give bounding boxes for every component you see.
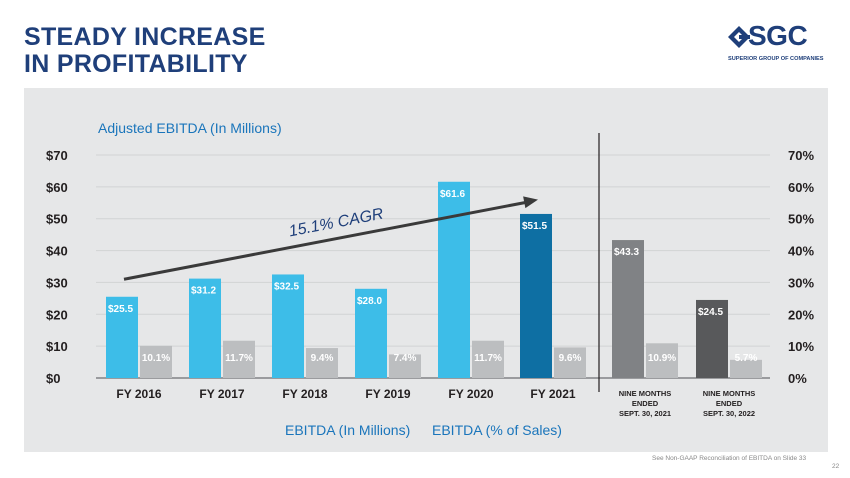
bar-ebitda-percent [730,359,762,378]
chart-title: Adjusted EBITDA (In Millions) [98,120,282,136]
bar-ebitda-millions [272,274,304,378]
cagr-arrow-head [523,196,538,209]
y-left-tick-label: $60 [46,180,68,195]
bar-value-label: $43.3 [614,247,639,258]
y-left-tick-label: $20 [46,307,68,322]
bar-percent-label: 11.7% [474,353,502,364]
y-left-tick-label: $0 [46,371,60,386]
bar-ebitda-millions [355,288,387,378]
y-right-tick-label: 0% [788,371,807,386]
logo-diamond-icon [728,26,750,48]
y-right-tick-label: 40% [788,244,814,259]
bar-value-label: $51.5 [522,221,547,232]
y-right-tick-label: 50% [788,212,814,227]
x-category-label: NINE MONTHS [619,389,672,398]
y-left-tick-label: $10 [46,339,68,354]
x-category-label: ENDED [716,399,743,408]
page-number: 22 [832,463,840,470]
y-right-tick-label: 70% [788,148,814,163]
bar-ebitda-percent [389,354,421,378]
bar-value-label: $25.5 [108,304,133,315]
title-line-1: STEADY INCREASE [24,23,266,51]
cagr-annotation: 15.1% CAGR [287,206,385,241]
x-category-label: SEPT. 30, 2022 [703,409,755,418]
bar-percent-label: 9.4% [311,353,334,364]
bar-ebitda-percent [554,347,586,378]
bar-ebitda-millions [438,181,470,378]
bar-value-label: $24.5 [698,307,723,318]
x-category-label: FY 2017 [199,387,244,401]
cagr-arrow-line [123,200,531,281]
bar-ebitda-millions [189,278,221,378]
bar-ebitda-millions [612,240,644,378]
bar-ebitda-percent [646,343,678,378]
bar-percent-label: 10.9% [648,353,676,364]
x-category-label: FY 2016 [116,387,161,401]
bar-percent-label: 10.1% [142,353,170,364]
x-category-label: ENDED [632,399,659,408]
y-left-tick-label: $50 [46,212,68,227]
logo-subtitle: SUPERIOR GROUP OF COMPANIES [728,56,824,62]
bar-value-label: $28.0 [357,296,382,307]
x-category-label: FY 2019 [365,387,410,401]
title-line-2: IN PROFITABILITY [24,50,248,78]
y-right-tick-label: 10% [788,339,814,354]
bar-percent-label: 11.7% [225,353,253,364]
x-category-label: NINE MONTHS [703,389,756,398]
bar-ebitda-millions [106,296,138,378]
y-right-tick-label: 60% [788,180,814,195]
legend-item-percent: EBITDA (% of Sales) [432,422,562,438]
bar-ebitda-percent [140,345,172,378]
bar-value-label: $61.6 [440,189,465,200]
bar-percent-label: 7.4% [394,353,417,364]
bar-ebitda-percent [223,340,255,378]
bar-percent-label: 5.7% [735,353,758,364]
bar-value-label: $32.5 [274,281,299,292]
y-right-tick-label: 20% [788,307,814,322]
x-category-label: FY 2021 [530,387,575,401]
footnote: See Non-GAAP Reconciliation of EBITDA on… [652,455,807,462]
x-category-label: FY 2020 [448,387,493,401]
y-right-tick-label: 30% [788,275,814,290]
legend-item-millions: EBITDA (In Millions) [285,422,410,438]
x-category-label: SEPT. 30, 2021 [619,409,671,418]
x-category-label: FY 2018 [282,387,327,401]
company-logo: SGC SUPERIOR GROUP OF COMPANIES [728,20,828,62]
y-left-tick-label: $40 [46,244,68,259]
bar-ebitda-millions [696,299,728,378]
y-left-tick-label: $70 [46,148,68,163]
bar-value-label: $31.2 [191,286,216,297]
bar-ebitda-millions [520,213,552,378]
chart-panel [24,88,828,452]
page-title: STEADY INCREASE IN PROFITABILITY [24,24,266,78]
bar-ebitda-percent [472,340,504,378]
bar-ebitda-percent [306,348,338,378]
bar-percent-label: 9.6% [559,353,582,364]
y-left-tick-label: $30 [46,275,68,290]
logo-text: SGC [748,20,808,51]
